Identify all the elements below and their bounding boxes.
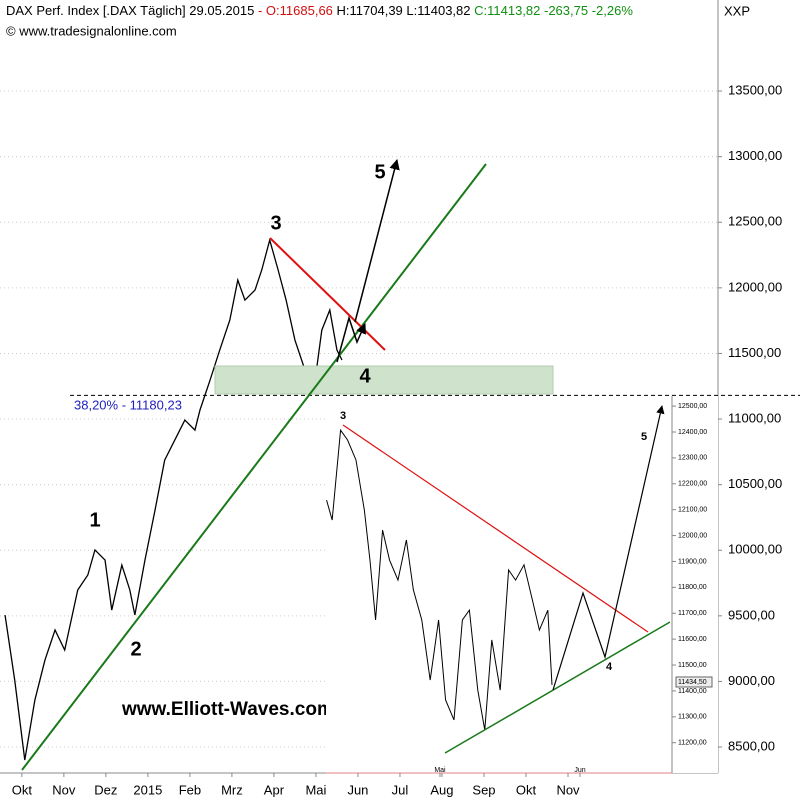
y-tick-label: 11300,00 — [678, 714, 707, 721]
source: © www.tradesignalonline.com — [6, 23, 177, 38]
wave-label: 5 — [641, 431, 647, 443]
y-tick-label: 13500,00 — [728, 82, 782, 97]
wave-label: 5 — [374, 161, 385, 183]
resistance-line — [269, 237, 386, 351]
x-tick-label: Jul — [392, 782, 409, 797]
y-tick-label: 11000,00 — [728, 410, 781, 425]
x-tick-label: 2015 — [133, 782, 162, 797]
y-tick-label: 10000,00 — [728, 542, 782, 557]
y-tick-label: 11200,00 — [678, 740, 707, 747]
wave-label: 3 — [340, 410, 346, 422]
inset-background — [326, 396, 718, 773]
y-tick-label: 11600,00 — [678, 636, 707, 643]
y-tick-label: 11900,00 — [678, 558, 707, 565]
x-tick-label: Mrz — [221, 782, 243, 797]
watermark: www.Elliott-Waves.com — [121, 699, 334, 720]
x-tick-label: Jun — [347, 782, 368, 797]
y-tick-label: 12000,00 — [678, 532, 707, 539]
arrow — [354, 158, 400, 323]
wave-label: 4 — [606, 661, 613, 673]
arrow — [552, 405, 665, 691]
x-tick-label: Okt — [12, 782, 33, 797]
main-annotations: 1 2 3 4 5 www.Elliott-Waves.com 38,20% -… — [21, 158, 554, 771]
last-price-label: 11434,50 — [678, 679, 707, 686]
y-tick-label: 12500,00 — [678, 403, 707, 410]
price-line — [326, 428, 553, 731]
y-tick-label: 11500,00 — [678, 662, 707, 669]
resistance-line — [342, 424, 649, 633]
y-tick-label: 12000,00 — [728, 279, 782, 294]
wave-label: 2 — [130, 638, 141, 660]
chart-title: DAX Perf. Index [.DAX Täglich] 29.05.201… — [6, 3, 633, 18]
x-tick-label: Nov — [556, 782, 580, 797]
trend-line — [21, 163, 487, 771]
high-low-quote: H:11704,39 L:11403,82 — [337, 3, 471, 18]
trend-line — [444, 621, 671, 754]
x-tick-label: Jun — [574, 767, 585, 774]
symbol: XXP — [724, 3, 750, 18]
x-tick-label: Sep — [472, 782, 495, 797]
x-tick-label: Aug — [430, 782, 453, 797]
support-zone — [214, 365, 554, 395]
x-tick-label: Feb — [179, 782, 201, 797]
x-tick-label: Mai — [305, 782, 326, 797]
y-tick-label: 12500,00 — [728, 214, 782, 229]
y-tick-label: 9000,00 — [728, 673, 775, 688]
y-tick-label: 12100,00 — [678, 507, 707, 514]
arrow — [336, 315, 366, 363]
x-tick-label: Okt — [516, 782, 537, 797]
title: DAX Perf. Index [.DAX Täglich] 29.05.201… — [6, 3, 254, 18]
y-tick-label: 13000,00 — [728, 148, 782, 163]
close-quote: C:11413,82 -263,75 -2,26% — [474, 3, 633, 18]
y-tick-label: 11400,00 — [678, 688, 707, 695]
y-tick-label: 8500,00 — [728, 738, 775, 753]
x-tick-label: Apr — [264, 782, 285, 797]
y-tick-label: 10500,00 — [728, 476, 782, 491]
y-tick-label: 11500,00 — [728, 345, 781, 360]
last-price-box — [675, 676, 713, 688]
wave-label: 4 — [359, 365, 371, 387]
y-tick-label: 12300,00 — [678, 455, 707, 462]
x-tick-label: Mai — [434, 767, 446, 774]
fib-label: 38,20% - 11180,23 — [74, 397, 182, 412]
y-tick-label: 12400,00 — [678, 429, 707, 436]
y-tick-label: 12200,00 — [678, 481, 707, 488]
x-tick-label: Dez — [94, 782, 117, 797]
inset-annotations: 3 4 5 — [340, 405, 671, 754]
open-quote: - O:11685,66 — [258, 3, 333, 18]
header: DAX Perf. Index [.DAX Täglich] 29.05.201… — [6, 3, 750, 38]
y-tick-label: 11700,00 — [678, 610, 707, 617]
y-tick-label: 11800,00 — [678, 584, 707, 591]
wave-label: 3 — [270, 212, 281, 234]
x-tick-label: Nov — [52, 782, 76, 797]
inset-chart: 11200,00 11300,00 11400,00 11500,00 11600,00… — [326, 396, 713, 777]
wave-label: 1 — [89, 509, 100, 531]
y-tick-label: 9500,00 — [728, 607, 775, 622]
price-line — [4, 237, 343, 761]
